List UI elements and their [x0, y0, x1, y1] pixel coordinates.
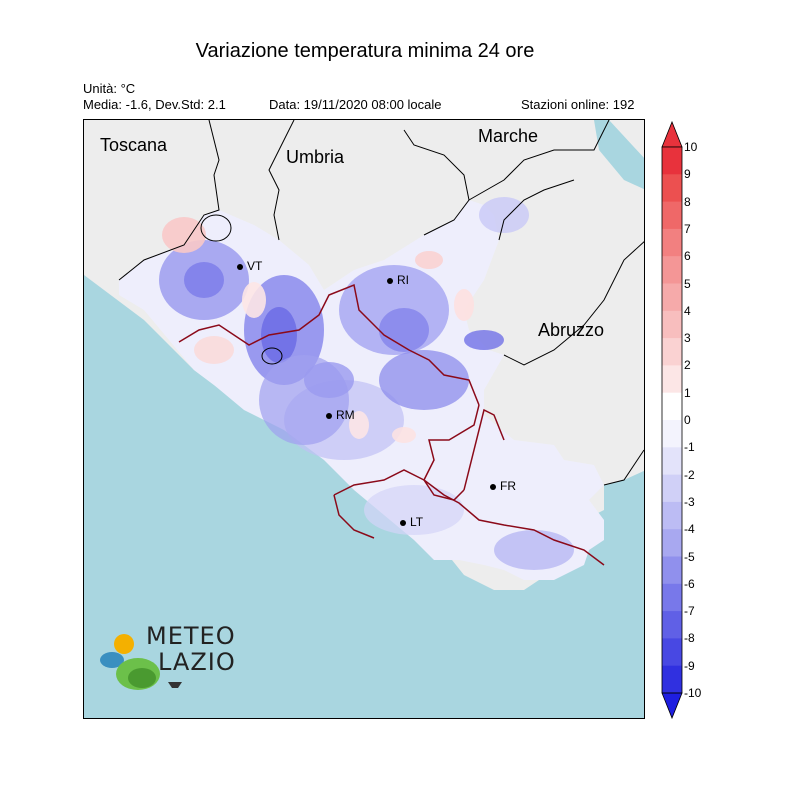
colorbar-tick-label: 7 — [684, 221, 691, 236]
city-dot — [237, 263, 243, 270]
colorbar-max-arrow — [661, 120, 683, 148]
colorbar-swatch — [662, 365, 682, 394]
colorbar-tick-label: 0 — [684, 413, 691, 427]
temperature-anomaly-fields — [159, 197, 574, 570]
colorbar-swatch — [662, 474, 682, 503]
colorbar-tick-label: 3 — [684, 331, 691, 346]
colorbar-tick-label: -6 — [684, 576, 695, 591]
colorbar-tick-label: 10 — [684, 140, 698, 154]
colorbar-tick-label: 2 — [684, 358, 691, 373]
city-label-ri: RI — [397, 273, 409, 287]
colorbar-swatch — [662, 638, 682, 667]
colorbar-swatch — [662, 529, 682, 557]
colorbar-min-arrow — [661, 692, 683, 720]
city-dot — [400, 519, 406, 526]
colorbar-swatch — [662, 201, 682, 230]
city-dot — [326, 412, 332, 419]
colorbar-swatch — [662, 256, 682, 284]
lakes — [200, 214, 283, 365]
colorbar-tick-label: -5 — [684, 549, 695, 564]
colorbar-tick-label: -8 — [684, 631, 695, 646]
colorbar-tick-label: 6 — [684, 249, 691, 264]
colorbar-tick-label: -3 — [684, 494, 695, 509]
stations-label: Stazioni online: 192 — [521, 97, 635, 112]
city-marker-fr[interactable]: FR — [490, 479, 516, 493]
colorbar-swatch — [662, 501, 682, 530]
city-dot — [387, 277, 393, 284]
colorbar — [661, 120, 683, 720]
meteo-lazio-logo: METEO LAZIO — [98, 622, 248, 702]
logo-text-lazio: LAZIO — [158, 648, 236, 676]
stats-label: Media: -1.6, Dev.Std: 2.1 — [83, 97, 226, 112]
city-label-lt: LT — [410, 515, 424, 529]
unit-label: Unità: °C — [83, 81, 136, 96]
colorbar-swatch — [662, 147, 682, 175]
colorbar-outline — [661, 146, 683, 694]
colorbar-tick-label: 5 — [684, 276, 691, 291]
colorbar-swatch — [662, 392, 682, 421]
city-label-vt: VT — [247, 259, 263, 273]
regional-borders — [118, 120, 644, 486]
region-label-abruzzo: Abruzzo — [538, 320, 605, 340]
city-marker-ri[interactable]: RI — [387, 273, 409, 287]
colorbar-tick-label: -4 — [684, 522, 695, 537]
colorbar-tick-label: -7 — [684, 604, 695, 619]
map-title: Variazione temperatura minima 24 ore — [195, 40, 535, 62]
colorbar-swatch — [662, 583, 682, 612]
colorbar-swatch — [662, 174, 682, 203]
colorbar-swatch — [662, 665, 682, 694]
colorbar-tick-label: 1 — [684, 385, 691, 400]
city-marker-lt[interactable]: LT — [400, 515, 423, 529]
colorbar-swatch — [662, 310, 682, 339]
date-label: Data: 19/11/2020 08:00 locale — [269, 97, 442, 112]
logo-text-meteo: METEO — [146, 622, 236, 650]
map-panel: Toscana Umbria Marche Abruzzo VT RI RM F… — [83, 119, 645, 719]
region-label-marche: Marche — [478, 126, 539, 146]
province-borders — [178, 283, 605, 566]
city-marker-rm[interactable]: RM — [326, 408, 355, 422]
colorbar-swatch — [662, 283, 682, 312]
colorbar-swatch — [662, 420, 682, 448]
city-label-rm: RM — [336, 408, 355, 422]
colorbar-swatch — [662, 228, 682, 257]
colorbar-swatch — [662, 338, 682, 366]
colorbar-swatch — [662, 556, 682, 585]
city-label-fr: FR — [500, 479, 516, 493]
colorbar-tick-label: -9 — [684, 658, 695, 673]
city-dot — [490, 483, 496, 490]
colorbar-tick-label: 9 — [684, 167, 691, 182]
city-marker-vt[interactable]: VT — [237, 259, 262, 273]
colorbar-tick-label: 8 — [684, 194, 691, 209]
colorbar-tick-label: -2 — [684, 467, 695, 482]
colorbar-tick-label: -10 — [684, 686, 702, 700]
logo-graphic-icon — [100, 634, 182, 690]
colorbar-tick-label: 4 — [684, 303, 691, 318]
colorbar-tick-label: -1 — [684, 440, 695, 455]
map-canvas — [84, 120, 644, 718]
colorbar-swatch — [662, 447, 682, 476]
region-label-umbria: Umbria — [286, 147, 345, 167]
region-label-toscana: Toscana — [100, 135, 168, 155]
positive-anomaly-fields — [162, 217, 474, 443]
colorbar-swatch — [662, 611, 682, 639]
